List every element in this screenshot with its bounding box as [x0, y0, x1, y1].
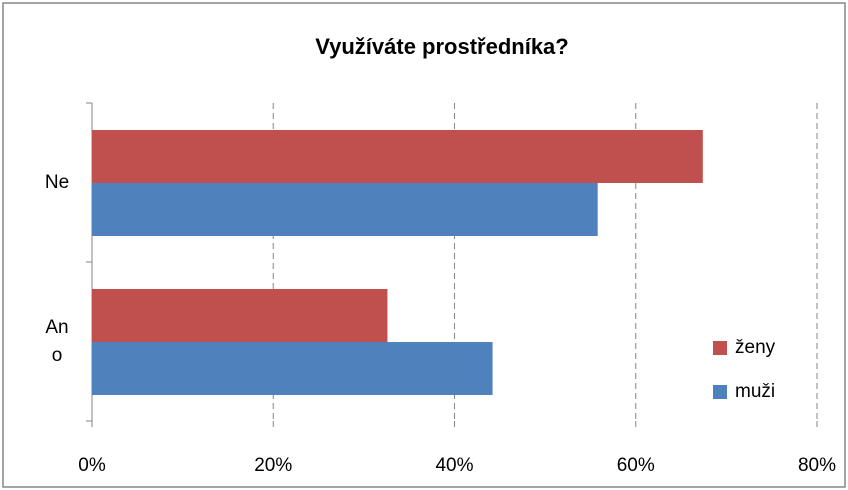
bar	[92, 183, 598, 236]
x-tick-label: 60%	[617, 455, 655, 476]
y-tick-label: Ne	[44, 171, 70, 193]
x-tick-label: 40%	[435, 455, 473, 476]
bar	[92, 130, 703, 183]
x-tick-label: 20%	[254, 455, 292, 476]
legend-label: muži	[735, 381, 775, 402]
chart-title: Využíváte prostředníka?	[315, 34, 568, 59]
bar	[92, 342, 493, 395]
legend-swatch	[713, 385, 727, 399]
legend-swatch	[713, 341, 727, 355]
bar	[92, 289, 388, 342]
legend-label: ženy	[735, 337, 776, 358]
x-tick-label: 0%	[78, 455, 106, 476]
x-tick-label: 80%	[798, 455, 836, 476]
y-tick-label: Ano	[45, 316, 69, 366]
